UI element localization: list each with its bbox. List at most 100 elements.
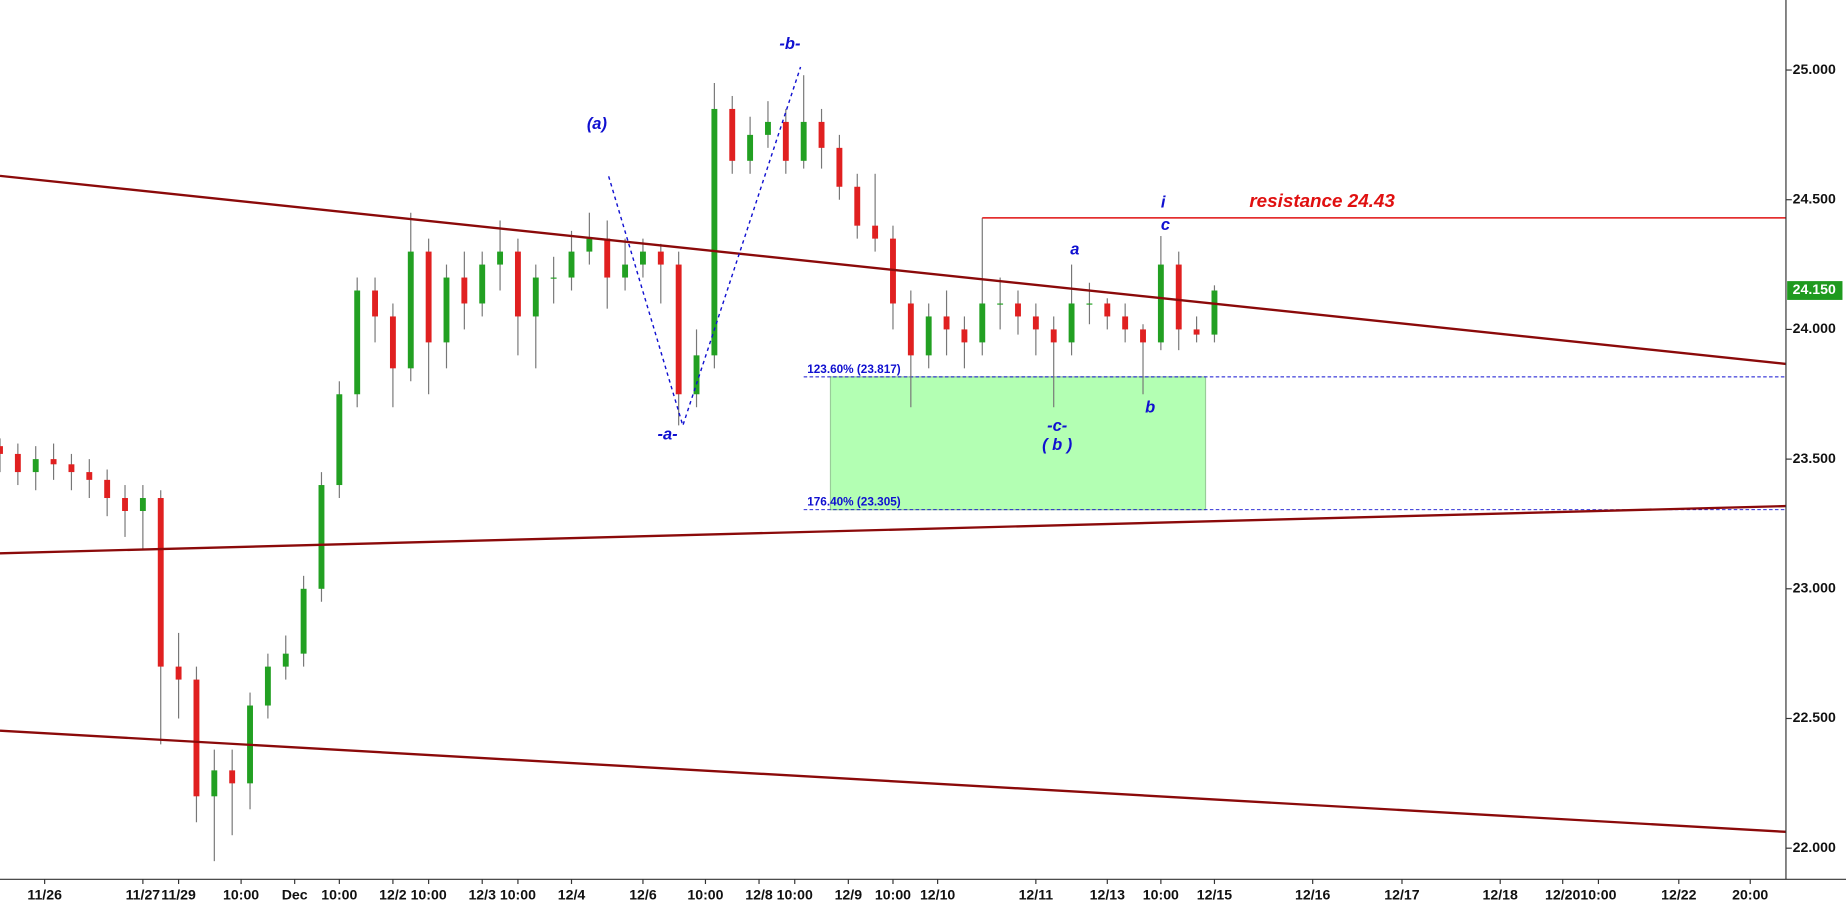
x-tick-label: Dec	[282, 887, 308, 903]
candle-body	[729, 108, 736, 161]
candle-body	[336, 394, 343, 486]
candle-body	[479, 264, 486, 304]
trendline	[0, 174, 1787, 366]
candle-body	[264, 666, 271, 706]
x-tick-label: 10:00	[411, 887, 447, 903]
candle-body	[1068, 303, 1075, 343]
fib-label: 123.60% (23.817)	[807, 363, 901, 376]
label-layer: 22.000 22.500 23.000 23.500 24.000 24.500 25.0…	[27, 35, 1843, 903]
x-tick-label: 10:00	[500, 887, 536, 903]
x-tick-label: 12/17	[1384, 887, 1419, 903]
candle-body	[961, 329, 968, 343]
axis-layer	[0, 0, 1846, 885]
last-price-label: 24.150	[1793, 281, 1836, 297]
y-tick-label: 23.000	[1793, 580, 1836, 596]
x-tick-label: 11/29	[161, 887, 196, 903]
candle-body	[32, 459, 39, 473]
x-tick-label: 10:00	[223, 887, 259, 903]
candle-body	[1175, 264, 1182, 330]
x-tick-label: 10:00	[687, 887, 723, 903]
candle-body	[354, 290, 361, 395]
resistance-label: resistance 24.43	[1249, 190, 1395, 211]
trendline-layer	[0, 174, 1787, 834]
candle-layer	[0, 75, 1218, 862]
x-tick-label: 12/20	[1545, 887, 1580, 903]
candle-body	[461, 277, 468, 304]
candle-body	[657, 251, 664, 265]
candle-body	[0, 446, 3, 454]
y-tick-label: 25.000	[1793, 61, 1836, 77]
x-tick-label: 12/4	[558, 887, 586, 903]
wave-label: -c-	[1047, 417, 1067, 435]
candle-body	[139, 498, 146, 511]
candle-body	[497, 251, 504, 265]
candle-body	[407, 251, 414, 369]
candle-body	[1050, 329, 1057, 343]
candle-body	[300, 588, 307, 654]
candle-body	[1193, 329, 1200, 335]
candle-body	[622, 264, 629, 278]
y-tick-label: 23.500	[1793, 450, 1836, 466]
candle-body	[800, 121, 807, 161]
candle-body	[229, 770, 236, 784]
x-tick-label: 12/11	[1019, 887, 1054, 903]
candle-body	[1032, 316, 1039, 330]
y-tick-label: 24.000	[1793, 320, 1836, 336]
candle-body	[568, 251, 575, 278]
candle-body	[925, 316, 932, 356]
wave-label: (a)	[587, 115, 607, 133]
candle-body	[1211, 290, 1218, 335]
candle-body	[765, 121, 771, 135]
candle-body	[175, 666, 182, 680]
x-tick-label: 12/15	[1197, 887, 1232, 903]
candle-body	[1086, 303, 1093, 305]
x-tick-label: 10:00	[1143, 887, 1179, 903]
candle-body	[997, 303, 1004, 305]
candle-body	[747, 134, 754, 161]
candle-body	[122, 498, 128, 511]
candle-body	[318, 485, 325, 589]
candle-body	[1122, 316, 1129, 330]
x-tick-label: 20:00	[1732, 887, 1768, 903]
x-tick-label: 12/16	[1295, 887, 1330, 903]
wave-label: -a-	[657, 425, 677, 443]
x-tick-label: 10:00	[777, 887, 813, 903]
candle-body	[943, 316, 950, 330]
x-tick-label: 12/6	[629, 887, 657, 903]
candle-body	[818, 121, 825, 148]
x-tick-label: 12/18	[1483, 887, 1518, 903]
y-tick-label: 22.500	[1793, 709, 1836, 725]
candle-body	[157, 498, 164, 667]
trendline	[0, 504, 1786, 555]
candle-body	[604, 238, 611, 278]
candle-body	[532, 277, 539, 317]
candle-body	[282, 653, 289, 667]
candle-body	[550, 277, 557, 279]
x-tick-label: 11/26	[27, 887, 62, 903]
candle-body	[14, 453, 21, 473]
x-tick-label: 10:00	[875, 887, 911, 903]
x-tick-label: 12/22	[1661, 887, 1696, 903]
y-tick-label: 22.000	[1793, 839, 1836, 855]
candle-body	[907, 303, 914, 356]
candle-body	[104, 479, 111, 499]
candle-body	[979, 303, 986, 343]
x-tick-label: 10:00	[1580, 887, 1616, 903]
candle-body	[1015, 303, 1021, 317]
x-tick-label: 12/9	[835, 887, 863, 903]
candle-body	[372, 290, 378, 317]
candle-body	[1104, 303, 1111, 317]
x-tick-label: 11/27	[126, 887, 161, 903]
x-tick-label: 12/10	[920, 887, 955, 903]
candle-body	[675, 264, 682, 395]
last-price-box	[1787, 281, 1843, 300]
wave-label: ( b )	[1042, 436, 1072, 454]
candle-body	[586, 238, 593, 252]
wave-label: i	[1161, 194, 1166, 212]
wave-label: c	[1161, 216, 1170, 234]
candle-body	[1157, 264, 1164, 343]
candle-body	[711, 108, 718, 356]
target-zone	[829, 376, 1207, 511]
